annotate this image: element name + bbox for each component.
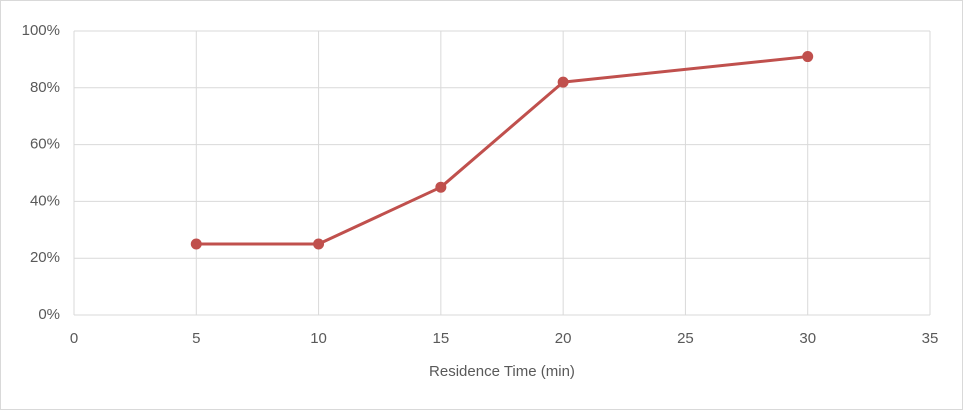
x-tick-label: 0 xyxy=(70,330,78,347)
data-point xyxy=(313,238,325,250)
y-tick-label: 100% xyxy=(22,22,60,39)
x-tick-label: 5 xyxy=(192,330,200,347)
y-tick-label: 60% xyxy=(30,136,60,153)
data-point xyxy=(802,51,814,63)
x-tick-label: 35 xyxy=(922,330,939,347)
data-point xyxy=(557,76,569,88)
x-tick-label: 30 xyxy=(799,330,816,347)
y-tick-label: 20% xyxy=(30,249,60,266)
x-tick-label: 20 xyxy=(555,330,572,347)
x-tick-label: 25 xyxy=(677,330,694,347)
y-tick-label: 0% xyxy=(38,306,60,323)
x-tick-label: 10 xyxy=(310,330,327,347)
y-tick-label: 80% xyxy=(30,79,60,96)
data-point xyxy=(190,238,202,250)
data-point xyxy=(435,181,447,193)
x-tick-label: 15 xyxy=(433,330,450,347)
x-axis-title: Residence Time (min) xyxy=(429,363,575,380)
y-tick-label: 40% xyxy=(30,192,60,209)
